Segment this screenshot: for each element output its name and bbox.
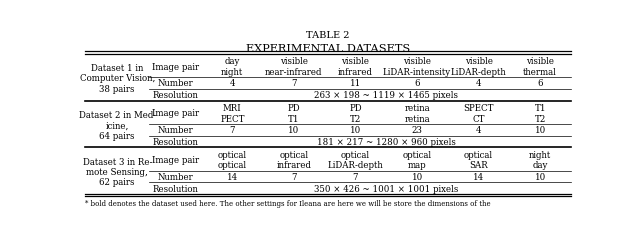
Text: Resolution: Resolution [152, 137, 198, 146]
Text: Number: Number [157, 126, 193, 135]
Text: 4: 4 [476, 126, 481, 135]
Text: 10: 10 [350, 126, 361, 135]
Text: 350 × 426 ~ 1001 × 1001 pixels: 350 × 426 ~ 1001 × 1001 pixels [314, 184, 458, 193]
Text: 14: 14 [473, 172, 484, 181]
Text: 23: 23 [412, 126, 422, 135]
Text: 11: 11 [350, 79, 361, 88]
Text: visible
thermal: visible thermal [524, 57, 557, 76]
Text: 4: 4 [476, 79, 481, 88]
Text: Image pair: Image pair [152, 109, 199, 118]
Text: PD
T2: PD T2 [349, 104, 362, 123]
Text: visible
LiDAR-depth: visible LiDAR-depth [451, 57, 506, 76]
Text: 7: 7 [353, 172, 358, 181]
Text: Dataset 1 in
Computer Vision,
38 pairs: Dataset 1 in Computer Vision, 38 pairs [79, 64, 155, 93]
Text: Resolution: Resolution [152, 91, 198, 100]
Text: MRI
PECT: MRI PECT [220, 104, 244, 123]
Text: 7: 7 [291, 172, 297, 181]
Text: optical
SAR: optical SAR [464, 150, 493, 170]
Text: 6: 6 [538, 79, 543, 88]
Text: optical
optical: optical optical [218, 150, 247, 170]
Text: 7: 7 [230, 126, 235, 135]
Text: T1
T2: T1 T2 [534, 104, 546, 123]
Text: 4: 4 [230, 79, 235, 88]
Text: 263 × 198 ~ 1119 × 1465 pixels: 263 × 198 ~ 1119 × 1465 pixels [314, 91, 458, 100]
Text: Dataset 3 in Re-
mote Sensing,
62 pairs: Dataset 3 in Re- mote Sensing, 62 pairs [83, 157, 152, 187]
Text: Resolution: Resolution [152, 184, 198, 193]
Text: TABLE 2: TABLE 2 [307, 31, 349, 40]
Text: day
night: day night [221, 57, 243, 76]
Text: 6: 6 [414, 79, 420, 88]
Text: SPECT
CT: SPECT CT [463, 104, 494, 123]
Text: 14: 14 [227, 172, 238, 181]
Text: optical
LiDAR-depth: optical LiDAR-depth [328, 150, 383, 170]
Text: optical
infrared: optical infrared [276, 150, 312, 170]
Text: 10: 10 [288, 126, 300, 135]
Text: * bold denotes the dataset used here. The other settings for Ileana are here we : * bold denotes the dataset used here. Th… [85, 200, 491, 207]
Text: 181 × 217 ~ 1280 × 960 pixels: 181 × 217 ~ 1280 × 960 pixels [317, 137, 456, 146]
Text: 10: 10 [412, 172, 422, 181]
Text: Dataset 2 in Med-
icine,
64 pairs: Dataset 2 in Med- icine, 64 pairs [79, 110, 156, 140]
Text: visible
infrared: visible infrared [338, 57, 373, 76]
Text: PD
T1: PD T1 [287, 104, 300, 123]
Text: Image pair: Image pair [152, 62, 199, 71]
Text: 7: 7 [291, 79, 297, 88]
Text: 10: 10 [534, 172, 546, 181]
Text: visible
near-infrared: visible near-infrared [265, 57, 323, 76]
Text: 10: 10 [534, 126, 546, 135]
Text: optical
map: optical map [403, 150, 431, 170]
Text: night
day: night day [529, 150, 552, 170]
Text: Image pair: Image pair [152, 155, 199, 164]
Text: Number: Number [157, 79, 193, 88]
Text: Number: Number [157, 172, 193, 181]
Text: EXPERIMENTAL DATASETS: EXPERIMENTAL DATASETS [246, 43, 410, 53]
Text: visible
LiDAR-intensity: visible LiDAR-intensity [383, 57, 451, 76]
Text: retina
retina: retina retina [404, 104, 430, 123]
